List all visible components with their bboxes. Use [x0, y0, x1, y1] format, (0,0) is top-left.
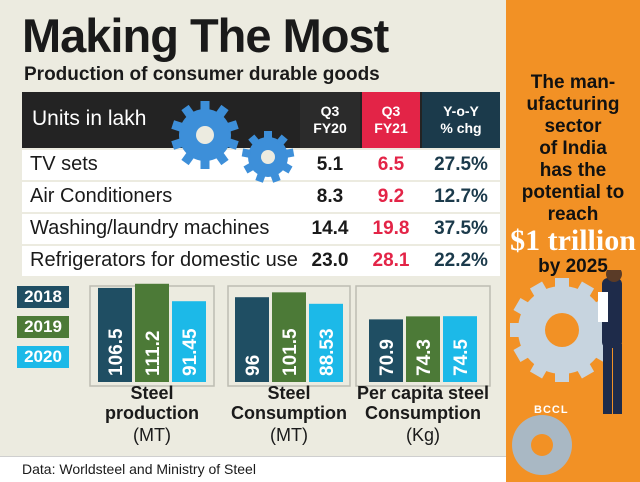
legend-2019: 2019	[17, 316, 69, 338]
credit-label: BCCL	[534, 404, 569, 416]
value-fy21: 28.1	[372, 250, 410, 271]
chart-caption: Consumption	[231, 403, 347, 423]
bar-value-label: 106.5	[106, 328, 127, 376]
value-fy20: 14.4	[311, 218, 349, 239]
chart-frame	[227, 285, 351, 387]
chart-frame	[355, 285, 491, 387]
units-label: Units in lakh	[32, 107, 147, 130]
value-fy21: 19.8	[372, 218, 410, 239]
table-row: Air Conditioners 8.3 9.2 12.7%	[22, 182, 500, 212]
chart-bar	[98, 287, 132, 382]
chart-caption: (MT)	[270, 425, 308, 445]
table-row: Refrigerators for domestic use 23.0 28.1…	[22, 246, 500, 276]
worker-gear-illustration-icon	[510, 270, 622, 475]
value-fy20: 5.1	[316, 154, 344, 175]
table-row: Washing/laundry machines 14.4 19.8 37.5%	[22, 214, 500, 244]
chart-bar	[235, 297, 269, 382]
header-q3-fy21: Q3 FY21	[362, 92, 420, 148]
value-fy21: 9.2	[377, 186, 405, 207]
legend-2018: 2018	[17, 286, 69, 308]
chart-caption: Steel	[267, 383, 310, 403]
bar-value-label: 74.5	[451, 339, 472, 376]
production-table: Units in lakh Q3 FY20 Q3 FY21 Y-o-Y% chg T…	[22, 92, 500, 276]
table-header: Units in lakh Q3 FY20 Q3 FY21 Y-o-Y% chg	[22, 92, 500, 148]
bar-value-label: 70.9	[377, 339, 398, 376]
row-label: Air Conditioners	[30, 185, 173, 207]
chart-bar	[272, 292, 306, 382]
bar-value-label: 91.45	[180, 328, 201, 376]
value-fy21: 6.5	[377, 154, 405, 175]
chart-caption: Steel	[130, 383, 173, 403]
chart-bar	[135, 283, 169, 382]
page-subtitle: Production of consumer durable goods	[24, 64, 380, 85]
chart-bar	[406, 316, 440, 382]
chart-bar	[309, 303, 343, 382]
sidebar-callout: The man- ufacturing sector of India has …	[506, 0, 640, 482]
chart-caption: production	[105, 403, 199, 423]
chart-caption: Per capita steel	[357, 383, 489, 403]
source-note: Data: Worldsteel and Ministry of Steel	[0, 456, 506, 482]
value-fy20: 23.0	[311, 250, 349, 271]
legend-2020: 2020	[17, 346, 69, 368]
row-label: Refrigerators for domestic use	[30, 249, 298, 271]
gears-icon	[171, 101, 295, 183]
value-change: 12.7%	[434, 186, 488, 207]
row-label: Washing/laundry machines	[30, 217, 270, 239]
callout-highlight: $1 trillion	[510, 224, 636, 257]
callout-text: The man- ufacturing sector of India has …	[506, 72, 640, 278]
row-label: TV sets	[30, 153, 98, 175]
chart-caption: Consumption	[365, 403, 481, 423]
chart-bar	[369, 319, 403, 382]
chart-caption: (Kg)	[406, 425, 440, 445]
bar-value-label: 88.53	[317, 328, 338, 376]
value-change: 37.5%	[434, 218, 488, 239]
chart-bar	[443, 316, 477, 382]
value-fy20: 8.3	[316, 186, 344, 207]
page-title: Making The Most	[22, 9, 389, 62]
value-change: 22.2%	[434, 250, 488, 271]
value-change: 27.5%	[434, 154, 488, 175]
chart-caption: (MT)	[133, 425, 171, 445]
header-q3-fy20: Q3 FY20	[300, 92, 360, 148]
bar-value-label: 101.5	[280, 328, 301, 376]
bar-value-label: 74.3	[414, 339, 435, 376]
chart-bar	[172, 301, 206, 382]
bar-value-label: 111.2	[143, 331, 164, 376]
header-yoy-change: Y-o-Y% chg	[422, 92, 500, 148]
bar-value-label: 96	[243, 355, 264, 376]
